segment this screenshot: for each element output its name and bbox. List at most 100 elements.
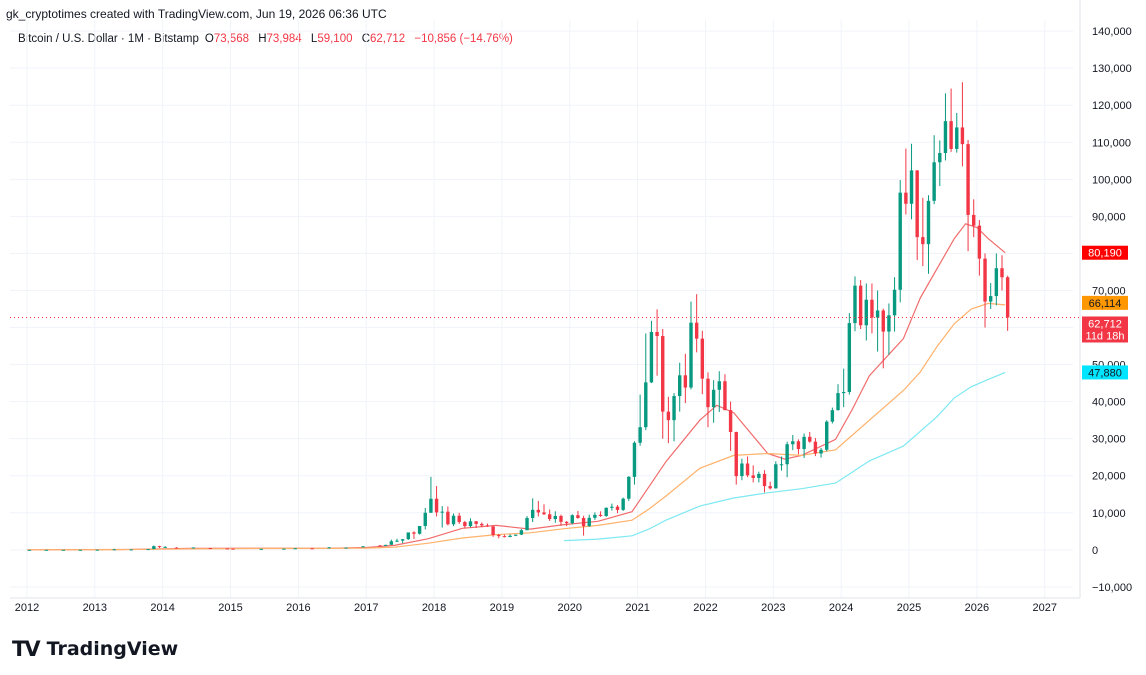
candle[interactable] [892,277,897,332]
candle[interactable] [581,515,586,536]
candle[interactable] [836,384,840,411]
candle[interactable] [282,548,286,550]
candle[interactable] [564,521,569,527]
candle[interactable] [1000,255,1004,291]
candle[interactable] [587,514,591,527]
candle[interactable] [208,548,213,550]
candle[interactable] [638,394,642,446]
candle[interactable] [310,548,314,550]
candle[interactable] [412,531,416,539]
candle[interactable] [519,529,524,536]
candle[interactable] [157,545,162,548]
candle[interactable] [955,112,959,153]
candle[interactable] [938,140,942,186]
candle[interactable] [904,148,908,215]
candle[interactable] [915,170,919,261]
candle[interactable] [576,510,580,519]
candle[interactable] [146,549,150,551]
candle[interactable] [802,433,806,458]
price-chart[interactable]: −10,000010,00020,00030,00040,00050,00060… [0,0,1146,625]
candle[interactable] [751,465,755,483]
candle[interactable] [757,471,761,483]
candle[interactable] [728,401,733,451]
candle[interactable] [700,330,705,395]
candle[interactable] [497,533,501,539]
candles[interactable] [27,82,1010,551]
candle[interactable] [988,283,993,309]
candle[interactable] [604,507,608,517]
candle[interactable] [417,525,422,535]
candle[interactable] [615,505,620,514]
candle[interactable] [779,456,784,471]
candle[interactable] [847,313,852,395]
candle[interactable] [870,283,874,334]
candle[interactable] [502,534,507,538]
candle[interactable] [785,441,789,478]
candle[interactable] [129,549,133,551]
candle[interactable] [649,320,654,384]
candle[interactable] [774,461,778,489]
symbol-name[interactable]: Bitcoin / U.S. Dollar · 1M · Bitstamp [18,33,199,45]
candle[interactable] [468,518,473,528]
candle[interactable] [666,396,671,444]
candle[interactable] [711,380,716,423]
candle[interactable] [593,512,597,520]
candle[interactable] [440,506,444,528]
candle[interactable] [858,280,863,330]
candle[interactable] [44,549,49,551]
candle[interactable] [344,547,348,549]
candle[interactable] [672,393,676,442]
candle[interactable] [525,516,529,531]
candle[interactable] [406,532,410,540]
candle[interactable] [740,458,744,481]
candle[interactable] [463,520,467,529]
candle[interactable] [655,309,659,376]
candle[interactable] [225,548,230,550]
candle[interactable] [632,441,637,485]
candle[interactable] [909,143,914,220]
candle[interactable] [983,253,987,328]
candle[interactable] [881,308,885,369]
candle[interactable] [61,549,66,551]
candle[interactable] [972,199,976,238]
candle[interactable] [191,547,196,549]
candle[interactable] [553,511,558,523]
candle[interactable] [644,333,648,431]
candle[interactable] [689,301,693,390]
candle[interactable] [152,545,156,550]
candle[interactable] [485,523,490,527]
candle[interactable] [813,437,818,457]
candle[interactable] [570,514,574,525]
candle[interactable] [231,548,235,550]
candle[interactable] [78,549,83,551]
candle[interactable] [717,371,721,413]
candle[interactable] [926,195,931,274]
candle[interactable] [706,372,710,428]
candle[interactable] [514,534,518,537]
candle[interactable] [95,549,100,551]
candle[interactable] [932,135,936,205]
candle[interactable] [864,283,868,341]
candle[interactable] [383,544,388,546]
candle[interactable] [112,548,116,551]
candle[interactable] [395,538,399,543]
candle[interactable] [762,470,767,493]
candle[interactable] [451,513,456,527]
candle[interactable] [400,539,405,544]
candle[interactable] [830,407,835,424]
candle[interactable] [960,82,965,167]
candle[interactable] [949,88,953,152]
candle[interactable] [898,180,902,303]
candle[interactable] [875,290,880,352]
candle[interactable] [361,546,365,548]
candle[interactable] [661,329,665,439]
candle[interactable] [542,504,546,516]
candle[interactable] [627,476,631,501]
candle[interactable] [457,512,461,524]
candle[interactable] [825,420,829,452]
candle[interactable] [796,439,801,455]
candle[interactable] [389,539,394,545]
candle[interactable] [853,276,857,332]
tradingview-logo[interactable]: TV TradingView [12,637,178,661]
candle[interactable] [480,522,484,528]
